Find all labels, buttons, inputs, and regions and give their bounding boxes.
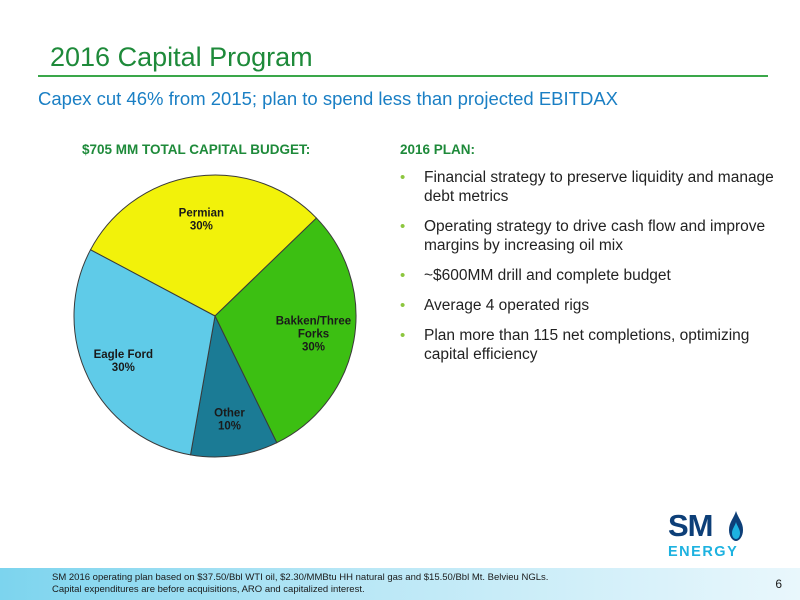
pie-slice-other	[189, 314, 278, 458]
pie-label-percent: 30%	[302, 341, 325, 353]
pie-label-permian: Permian 30%	[179, 207, 224, 232]
plan-bullet: • Average 4 operated rigs	[398, 296, 783, 315]
bullet-dot: •	[400, 327, 406, 344]
pie-slice-bakken-three-forks	[214, 217, 357, 444]
chart-heading-amount: $705	[82, 142, 113, 157]
pie-label-percent: 30%	[112, 362, 135, 374]
footnote: SM 2016 operating plan based on $37.50/B…	[52, 572, 548, 596]
bullet-dot: •	[400, 218, 406, 235]
bullet-dot: •	[400, 297, 406, 314]
plan-bullet-list: • Financial strategy to preserve liquidit…	[398, 168, 783, 375]
plan-bullet: • Financial strategy to preserve liquidit…	[398, 168, 783, 206]
pie-label-name: Forks	[298, 328, 329, 340]
footer-bar: SM 2016 operating plan based on $37.50/B…	[0, 568, 800, 600]
plan-bullet: • Operating strategy to drive cash flow a…	[398, 217, 783, 255]
plan-bullet-text: Average 4 operated rigs	[424, 297, 590, 314]
pie-slice-eagle-ford	[73, 249, 216, 456]
plan-bullet-text: Operating strategy to drive cash flow an…	[424, 218, 766, 254]
chart-heading-text: MM TOTAL CAPITAL BUDGET:	[112, 142, 311, 157]
logo-energy-text: ENERGY	[668, 544, 739, 560]
pie-label-percent: 10%	[218, 420, 241, 432]
plan-bullet-text: Financial strategy to preserve liquidity…	[424, 169, 774, 205]
title-divider	[38, 75, 768, 77]
pie-label-other: Other 10%	[214, 407, 245, 432]
plan-heading: 2016 PLAN:	[400, 142, 476, 157]
pie-label-name: Eagle Ford	[94, 349, 153, 361]
pie-label-bakken-three-forks: Bakken/Three Forks 30%	[276, 315, 351, 353]
plan-bullet-text: Plan more than 115 net completions, opti…	[424, 327, 750, 363]
page-subtitle: Capex cut 46% from 2015; plan to spend l…	[38, 88, 618, 109]
logo-sm-text: SM	[668, 508, 713, 543]
pie-label-name: Other	[214, 407, 245, 419]
pie-label-percent: 30%	[190, 220, 213, 232]
plan-bullet-text: ~$600MM drill and complete budget	[424, 267, 671, 284]
flame-icon	[729, 511, 743, 541]
pie-label-name: Permian	[179, 207, 224, 219]
plan-bullet: • ~$600MM drill and complete budget	[398, 266, 783, 285]
chart-heading: $705 MM TOTAL CAPITAL BUDGET:	[82, 142, 310, 157]
bullet-dot: •	[400, 169, 406, 186]
pie-label-name: Bakken/Three	[276, 315, 351, 327]
page-number: 6	[775, 577, 782, 591]
sm-energy-logo: SM ENERGY	[668, 508, 748, 563]
bullet-dot: •	[400, 267, 406, 284]
footnote-line: Capital expenditures are before acquisit…	[52, 584, 365, 595]
pie-slice-permian	[89, 174, 318, 317]
pie-label-eagle-ford: Eagle Ford 30%	[94, 349, 153, 374]
plan-bullet: • Plan more than 115 net completions, opt…	[398, 326, 783, 364]
footnote-line: SM 2016 operating plan based on $37.50/B…	[52, 572, 549, 583]
page-title: 2016 Capital Program	[50, 42, 313, 72]
